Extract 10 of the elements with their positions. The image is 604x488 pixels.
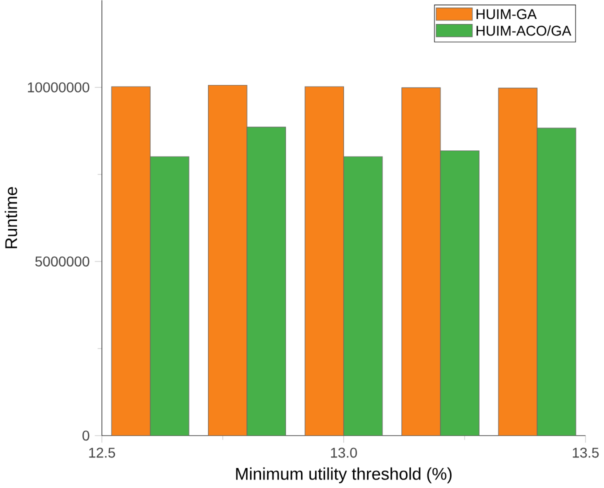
y-tick-label: 5000000 [35, 256, 90, 267]
x-tick-label: 12.5 [89, 448, 116, 458]
legend-label: HUIM-GA [476, 9, 537, 20]
legend-label: HUIM-ACO/GA [476, 25, 572, 36]
y-tick-label: 0 [82, 430, 90, 441]
y-tick-label: 10000000 [28, 82, 90, 92]
x-tick-label: 13.5 [572, 448, 599, 458]
y-axis-title: Runtime [4, 187, 18, 248]
x-axis-title: Minimum utility threshold (%) [236, 467, 452, 484]
x-tick-label: 13.0 [331, 448, 357, 458]
